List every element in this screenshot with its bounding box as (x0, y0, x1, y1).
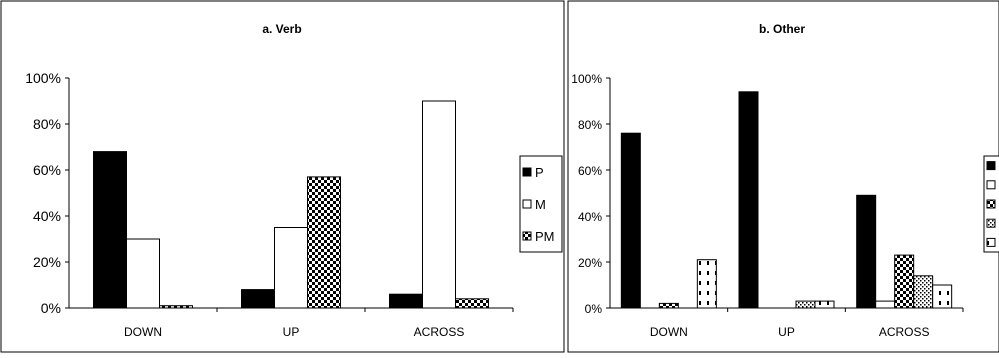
x-tick-label: DOWN (124, 325, 162, 339)
y-tick-label: 100% (25, 70, 61, 86)
legend-swatch (522, 231, 532, 241)
bar (894, 254, 915, 309)
bar (913, 275, 934, 309)
plot-area: 0% 20% 40% 60% 80% 100% DOWN UP ACROSS (571, 72, 964, 339)
plot-area: 0% 20% 40% 60% 80% 100% DOWN UP ACROSS (25, 70, 514, 339)
bar (274, 227, 308, 309)
bar (658, 302, 679, 309)
bar (856, 194, 877, 309)
bar (307, 176, 341, 309)
y-tick-label: 100% (571, 72, 602, 86)
legend-swatch (522, 199, 532, 209)
x-tick-label: ACROSS (879, 325, 930, 339)
legend-swatch (986, 161, 996, 171)
bar (241, 289, 275, 309)
bar (738, 91, 759, 309)
legend-swatch (986, 237, 996, 247)
y-tick-label: 60% (33, 162, 61, 178)
y-tick-label: 80% (578, 118, 602, 132)
bar (422, 100, 456, 309)
y-tick-label: 0% (585, 302, 603, 316)
bar (696, 259, 717, 309)
y-tick-label: 0% (41, 300, 61, 316)
legend-label: M (535, 197, 546, 212)
y-tick-label: 20% (33, 254, 61, 270)
x-tick-label: ACROSS (414, 325, 465, 339)
bar (389, 293, 423, 309)
chart-title: a. Verb (262, 22, 301, 36)
bar (814, 300, 835, 309)
bar (795, 300, 816, 309)
legend-swatch (986, 199, 996, 209)
bar (455, 298, 489, 309)
y-tick-label: 80% (33, 116, 61, 132)
bar (126, 238, 160, 309)
x-tick-label: UP (778, 325, 795, 339)
bar (159, 305, 193, 309)
panel-other: b. Other 0% 20% 40% 60% 80% 100% DOWN UP ACROSS (567, 0, 999, 353)
bar (93, 151, 127, 309)
bar (620, 132, 641, 309)
panel-verb: a. Verb 0% 20% 40% 60% 80% 100% DOWN UP ACROSS P… (0, 0, 565, 353)
chart-title: b. Other (759, 22, 805, 36)
legend-swatch (522, 167, 532, 177)
bar (932, 284, 953, 309)
y-tick-label: 40% (33, 208, 61, 224)
legend-swatch (986, 180, 996, 190)
bar (875, 300, 896, 309)
y-tick-label: 60% (578, 164, 602, 178)
y-tick-label: 40% (578, 210, 602, 224)
x-tick-label: DOWN (650, 325, 688, 339)
legend-label: P (535, 165, 544, 180)
legend (983, 155, 999, 253)
y-tick-label: 20% (578, 256, 602, 270)
x-tick-label: UP (283, 325, 300, 339)
legend-label: PM (535, 229, 555, 244)
legend-swatch (986, 218, 996, 228)
